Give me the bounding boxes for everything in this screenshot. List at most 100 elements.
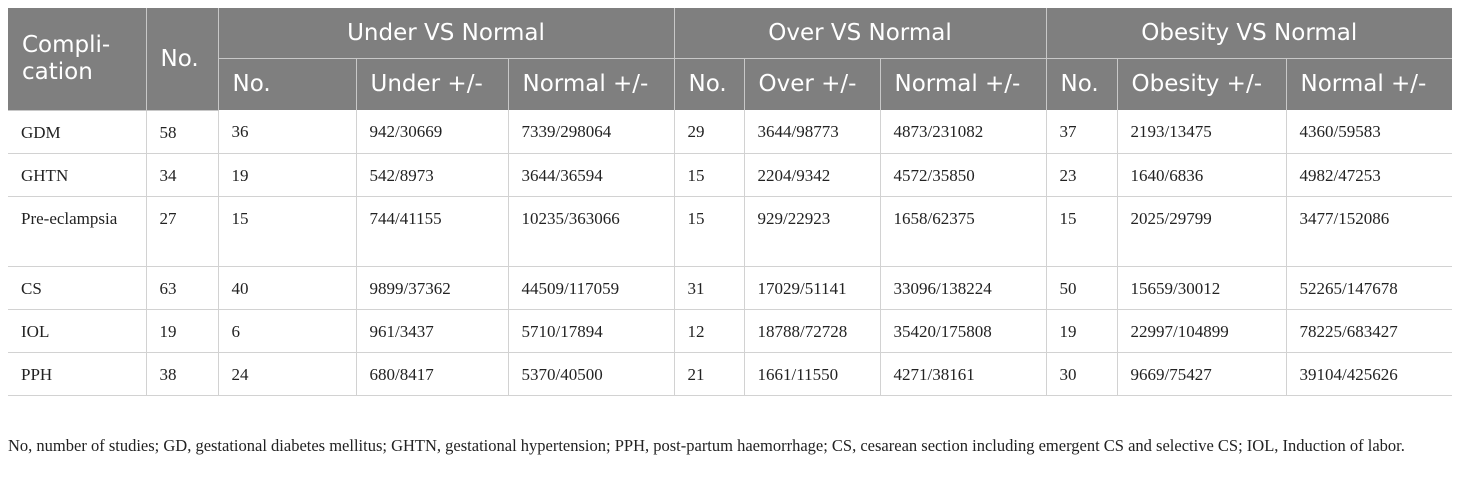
table-cell: 27: [146, 196, 219, 267]
cell-text: 5710/17894: [521, 321, 603, 341]
header-sub: Obesity +/-: [1117, 58, 1287, 110]
cell-text: 35420/175808: [893, 321, 992, 341]
table-cell: 19: [218, 153, 357, 197]
cell-text: 50: [1059, 278, 1077, 298]
table-cell: 542/8973: [356, 153, 509, 197]
header-sub: Normal +/-: [880, 58, 1047, 110]
cell-text: 38: [159, 364, 177, 384]
complication-cell: GDM: [8, 110, 147, 154]
cell-text: 15659/30012: [1130, 278, 1221, 298]
cell-text: 29: [687, 122, 705, 141]
table-cell: 9899/37362: [356, 266, 509, 310]
cell-text: 19: [231, 165, 249, 185]
cell-text: 58: [159, 122, 177, 142]
cell-text: 9669/75427: [1130, 364, 1212, 384]
cell-text: 52265/147678: [1299, 278, 1398, 298]
cell-text: 1640/6836: [1130, 165, 1204, 185]
cell-text: 78225/683427: [1299, 321, 1398, 341]
table-cell: 5370/40500: [508, 352, 675, 396]
cell-text: 7339/298064: [521, 122, 612, 141]
cell-text: 2204/9342: [757, 165, 831, 185]
table-cell: 50: [1046, 266, 1118, 310]
cell-text: 39104/425626: [1299, 364, 1398, 384]
cell-text: 15: [1059, 208, 1077, 228]
table-row: GHTN 34 19 542/8973 3644/36594 15 2204/9342 457…: [8, 153, 1453, 197]
cell-text: 33096/138224: [893, 278, 992, 298]
table-cell: 7339/298064: [508, 110, 675, 154]
table-cell: 4360/59583: [1286, 110, 1453, 154]
cell-text: 27: [159, 208, 177, 228]
table-cell: 6: [218, 309, 357, 353]
header-complication: Compli-cation: [8, 8, 147, 111]
header-sub: No.: [218, 58, 357, 110]
table-row: CS 63 40 9899/37362 44509/117059 31 17029/5114…: [8, 266, 1453, 310]
cell-text: CS: [21, 278, 42, 298]
header-group-under: Under VS Normal: [218, 8, 675, 59]
cell-text: GDM: [21, 122, 61, 142]
table-cell: 9669/75427: [1117, 352, 1287, 396]
table-cell: 15: [1046, 196, 1118, 267]
header-sub: Under +/-: [356, 58, 509, 110]
cell-text: 2193/13475: [1130, 122, 1212, 141]
cell-text: 542/8973: [369, 165, 434, 185]
table-row: PPH 38 24 680/8417 5370/40500 21 1661/11550 427…: [8, 352, 1453, 396]
cell-text: 1661/11550: [757, 364, 839, 384]
header-sub: No.: [1046, 58, 1118, 110]
cell-text: 23: [1059, 165, 1077, 185]
cell-text: 15: [687, 165, 705, 185]
cell-text: 19: [1059, 321, 1077, 341]
table-cell: 34: [146, 153, 219, 197]
cell-text: 1658/62375: [893, 208, 975, 228]
table-footnote: No, number of studies; GD, gestational d…: [8, 436, 1405, 455]
cell-text: 15: [687, 208, 705, 228]
cell-text: PPH: [21, 364, 53, 384]
table-cell: 31: [674, 266, 745, 310]
cell-text: 31: [687, 278, 705, 298]
table-cell: 35420/175808: [880, 309, 1047, 353]
table-cell: 961/3437: [356, 309, 509, 353]
cell-text: 15: [231, 208, 249, 228]
cell-text: 40: [231, 278, 249, 298]
table-row: IOL 19 6 961/3437 5710/17894 12 18788/72728 354…: [8, 309, 1453, 353]
cell-text: 4982/47253: [1299, 165, 1381, 185]
table-cell: 4873/231082: [880, 110, 1047, 154]
table-cell: 3644/98773: [744, 110, 881, 154]
cell-text: 9899/37362: [369, 278, 451, 298]
table-cell: 15: [674, 196, 745, 267]
cell-text: 37: [1059, 122, 1077, 141]
cell-text: 2025/29799: [1130, 208, 1212, 228]
cell-text: 6: [231, 321, 241, 341]
table-cell: 744/41155: [356, 196, 509, 267]
table-cell: 15: [218, 196, 357, 267]
table-cell: 4572/35850: [880, 153, 1047, 197]
complications-table: Compli-cation No. Under VS Normal Over V…: [8, 8, 1453, 396]
table-cell: 24: [218, 352, 357, 396]
table-cell: 22997/104899: [1117, 309, 1287, 353]
cell-text: 10235/363066: [521, 208, 620, 228]
table-cell: 680/8417: [356, 352, 509, 396]
cell-text: 5370/40500: [521, 364, 603, 384]
cell-text: 942/30669: [369, 122, 443, 141]
cell-text: IOL: [21, 321, 50, 341]
table-cell: 30: [1046, 352, 1118, 396]
table-cell: 58: [146, 110, 219, 154]
header-sub: Normal +/-: [508, 58, 675, 110]
cell-text: 24: [231, 364, 249, 384]
cell-text: 3644/36594: [521, 165, 603, 185]
cell-text: 63: [159, 278, 177, 298]
cell-text: Pre-eclampsia: [21, 208, 118, 228]
complication-cell: Pre-eclampsia: [8, 196, 147, 267]
table-cell: 52265/147678: [1286, 266, 1453, 310]
cell-text: 44509/117059: [521, 278, 620, 298]
complication-cell: GHTN: [8, 153, 147, 197]
cell-text: 744/41155: [369, 208, 442, 228]
cell-text: 4873/231082: [893, 122, 984, 141]
table-cell: 19: [146, 309, 219, 353]
table-row: GDM 58 36 942/30669 7339/298064 29 3644/98773 4…: [8, 110, 1453, 154]
cell-text: 929/22923: [757, 208, 831, 228]
table-cell: 40: [218, 266, 357, 310]
table-cell: 15: [674, 153, 745, 197]
table-cell: 1661/11550: [744, 352, 881, 396]
cell-text: 680/8417: [369, 364, 434, 384]
table-cell: 1640/6836: [1117, 153, 1287, 197]
